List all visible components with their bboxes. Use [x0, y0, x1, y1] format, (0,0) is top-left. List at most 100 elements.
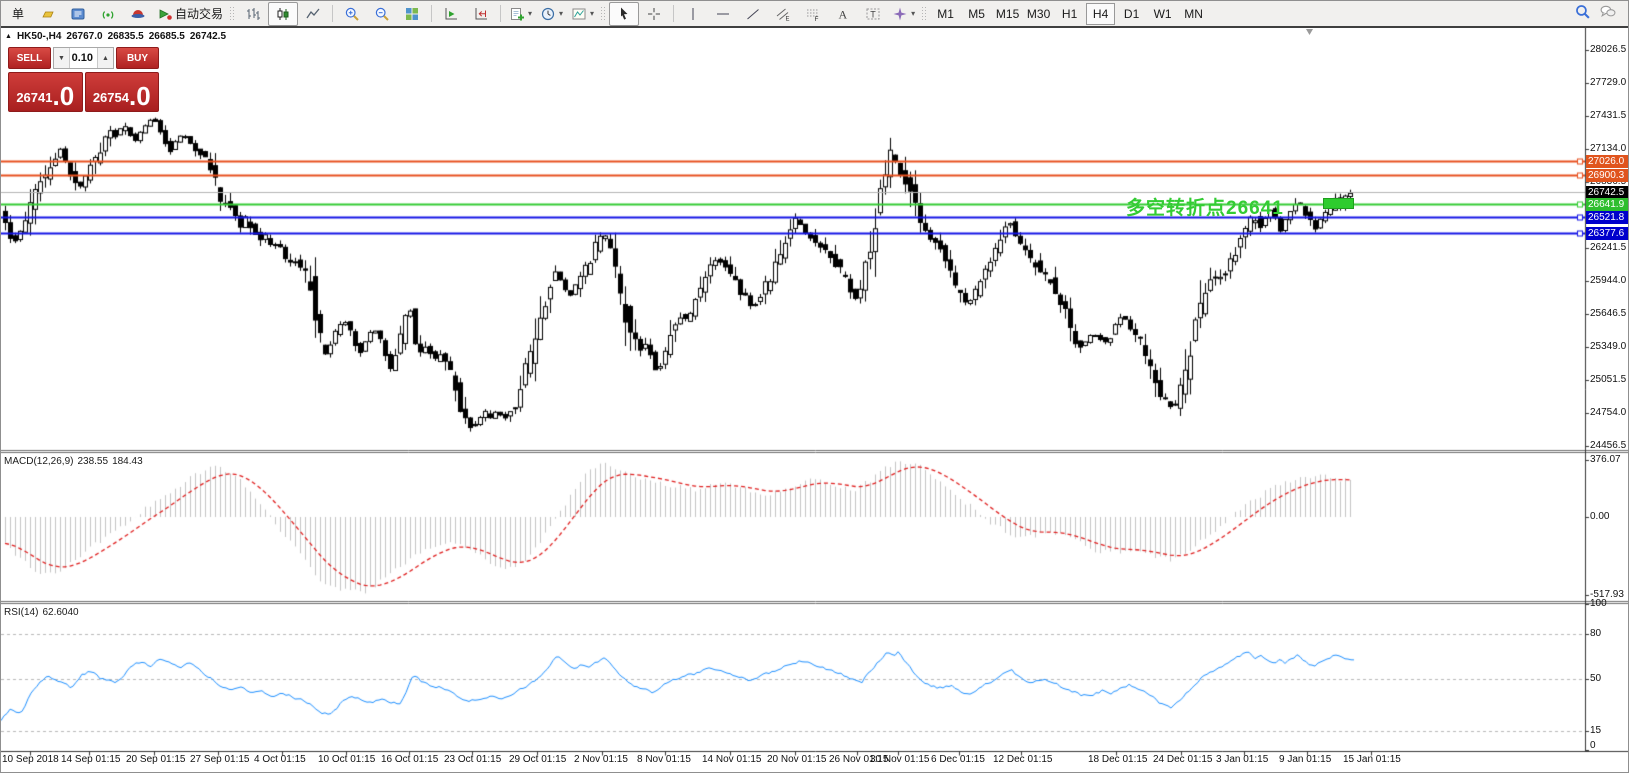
time-tick-label: 24 Dec 01:15: [1153, 754, 1213, 765]
macd-signal-value: 184.43: [112, 456, 143, 467]
rsi-tick-label: 100: [1590, 598, 1607, 610]
toolbar-group-insert: ▾ ▾ ▾: [505, 2, 598, 26]
arrows-button-dropdown-icon[interactable]: ▾: [911, 9, 916, 18]
tf-w1-button[interactable]: W1: [1148, 3, 1177, 25]
tf-m1-button[interactable]: M1: [931, 3, 960, 25]
line-chart-icon: [306, 8, 320, 18]
volume-spinner: ▼ 0.10 ▲: [53, 47, 114, 69]
price-tick-label: 25051.5: [1590, 374, 1627, 386]
candlestick-icon: [277, 7, 289, 20]
chart-window-button[interactable]: [33, 2, 63, 26]
autotrading-button[interactable]: 自动交易: [153, 2, 227, 26]
fibonacci-button[interactable]: F: [798, 2, 828, 26]
signals-button[interactable]: [93, 2, 123, 26]
volume-input[interactable]: 0.10: [71, 52, 93, 64]
tf-m5-button[interactable]: M5: [962, 3, 991, 25]
chart-shift-marker[interactable]: [1304, 29, 1315, 37]
channel-icon: E: [776, 8, 790, 22]
candlestick-chart-button[interactable]: [268, 1, 299, 26]
main-toolbar: 单 自动交易 ▾ ▾ ▾ E F A T ▾ M1 M5 M15 M30 H1 H4 D1 W1 MN: [1, 1, 1628, 28]
market-button[interactable]: [123, 2, 153, 26]
symbol-name: HK50-,H4: [16, 31, 62, 42]
bar-chart-button[interactable]: [238, 2, 268, 26]
price-tick-label: 27729.0: [1590, 76, 1627, 88]
equidistant-channel-button[interactable]: E: [768, 2, 798, 26]
trend-annotation-text[interactable]: 多空转折点26641: [1126, 198, 1284, 219]
ohlc-high: 26835.5: [107, 31, 144, 42]
vertical-line-button[interactable]: [678, 2, 708, 26]
templates-button-dropdown-icon[interactable]: ▾: [590, 9, 595, 18]
toolbar-grip[interactable]: [600, 5, 606, 22]
tf-m30-button[interactable]: M30: [1024, 3, 1053, 25]
zoom-out-button[interactable]: [367, 2, 397, 26]
macd-tick-label: -517.93: [1590, 588, 1624, 600]
tf-d1-button[interactable]: D1: [1117, 3, 1146, 25]
bar-chart-icon: [247, 7, 261, 20]
chat-button[interactable]: [1599, 3, 1616, 25]
trendline-button[interactable]: [738, 2, 768, 26]
toolbar-grip[interactable]: [921, 5, 927, 22]
rsi-label: RSI(14) 62.6040: [4, 607, 83, 618]
fibonacci-icon: F: [807, 9, 820, 22]
toolbar-group-scroll: [436, 2, 496, 26]
auto-scroll-button[interactable]: [436, 2, 466, 26]
time-tick-label: 3 Jan 01:15: [1216, 754, 1269, 765]
time-tick-label: 6 Dec 01:15: [931, 754, 985, 765]
time-tick-label: 14 Nov 01:15: [702, 754, 762, 765]
template-icon: [572, 8, 586, 19]
crosshair-button[interactable]: [639, 2, 669, 26]
new-order-button[interactable]: 单: [3, 2, 33, 26]
sell-price-main: 26741: [16, 90, 53, 105]
line-chart-button[interactable]: [298, 2, 328, 26]
horizontal-line-icon: [717, 13, 730, 14]
sell-price-block[interactable]: 26741 .0: [8, 72, 83, 112]
zoom-in-button[interactable]: [337, 2, 367, 26]
tf-m15-button[interactable]: M15: [993, 3, 1022, 25]
one-click-trading-panel: SELL ▼ 0.10 ▲ BUY 26741 .0 26754 .0: [8, 47, 159, 112]
collapse-panel-icon[interactable]: ▲: [5, 33, 12, 40]
toolbar-groups: 单 自动交易 ▾ ▾ ▾ E F A T ▾ M1 M5 M15 M30 H1 H4 D1 W1 MN: [3, 1, 1209, 26]
time-tick-label: 18 Dec 01:15: [1088, 754, 1148, 765]
tf-mn-button[interactable]: MN: [1179, 3, 1208, 25]
templates-button[interactable]: ▾: [567, 2, 598, 26]
cursor-button[interactable]: [609, 1, 640, 26]
toolbar-separator: [500, 5, 502, 22]
tf-h1-button[interactable]: H1: [1055, 3, 1084, 25]
search-button[interactable]: [1574, 3, 1591, 25]
indicators-button-dropdown-icon[interactable]: ▾: [528, 9, 533, 18]
level-line-price-tag: 27026.0: [1586, 155, 1628, 168]
trend-marker-box[interactable]: [1323, 198, 1354, 209]
buy-button[interactable]: BUY: [116, 47, 159, 69]
metaeditor-button[interactable]: [63, 2, 93, 26]
periods-button-dropdown-icon[interactable]: ▾: [559, 9, 564, 18]
volume-increase-button[interactable]: ▲: [97, 48, 113, 68]
price-tick-label: 27431.5: [1590, 109, 1627, 121]
volume-decrease-button[interactable]: ▼: [54, 48, 70, 68]
tf-h4-button[interactable]: H4: [1086, 2, 1116, 25]
chart-shift-button[interactable]: [466, 2, 496, 26]
level-line-price-tag: 26641.9: [1586, 197, 1628, 211]
tile-windows-button[interactable]: [397, 2, 427, 26]
autotrading-icon: [159, 8, 172, 20]
price-tick-label: 25349.0: [1590, 341, 1627, 353]
time-tick-label: 8 Nov 01:15: [637, 754, 691, 765]
svg-text:A: A: [839, 7, 848, 21]
toolbar-grip[interactable]: [229, 5, 235, 22]
horizontal-line-button[interactable]: [708, 2, 738, 26]
arrows-button[interactable]: ▾: [888, 2, 919, 26]
indicators-button[interactable]: ▾: [505, 2, 536, 26]
text-button[interactable]: A: [828, 2, 858, 26]
sell-button[interactable]: SELL: [8, 47, 51, 69]
tf-d1-button-label: D1: [1123, 6, 1140, 21]
periods-button[interactable]: ▾: [536, 2, 567, 26]
rsi-name: RSI(14): [4, 607, 39, 618]
buy-price-block[interactable]: 26754 .0: [84, 72, 159, 112]
time-tick-label: 16 Oct 01:15: [381, 754, 439, 765]
tf-m15-button-label: M15: [995, 6, 1020, 21]
price-tick-label: 24456.5: [1590, 440, 1627, 452]
toolbar-right-icons: [1574, 3, 1626, 25]
level-line-price-tag: 26377.6: [1586, 226, 1628, 240]
text-label-button[interactable]: T: [858, 2, 888, 26]
price-tick-label: 28026.5: [1590, 43, 1627, 55]
